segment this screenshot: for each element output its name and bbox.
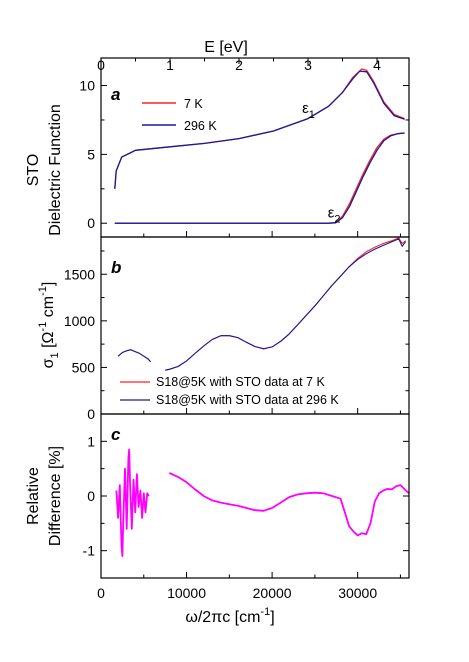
series-a-296k-eps1 bbox=[114, 70, 405, 189]
panel-b-ylabel-sup2: -1 bbox=[37, 286, 49, 296]
x-tick-label: 10000 bbox=[167, 585, 206, 601]
panel-c-letter: c bbox=[111, 425, 121, 444]
series-b-296k-seg0 bbox=[117, 349, 152, 363]
panel-c-ylabel-line1: Relative bbox=[25, 467, 42, 525]
annotation-eps1: ε1 bbox=[302, 100, 315, 121]
x-tick-label: 0 bbox=[97, 585, 105, 601]
series-b-7k-seg1 bbox=[165, 237, 406, 371]
panel-a-letter: a bbox=[111, 85, 120, 104]
panel-b-ylabel-sup1: -1 bbox=[37, 322, 49, 332]
series-a-7k-eps1 bbox=[114, 68, 405, 189]
panel-b-y-tick-label: 1000 bbox=[64, 313, 95, 329]
panel-c-y-tick-label: -1 bbox=[83, 543, 96, 559]
annotation-eps2: ε2 bbox=[328, 205, 341, 226]
panel-b-ylabel-open: [Ω bbox=[40, 331, 57, 352]
panel-b-y-tick-label: 0 bbox=[87, 406, 95, 422]
legend-a-7k-label: 7 K bbox=[184, 97, 203, 111]
x-tick-label: 30000 bbox=[338, 585, 377, 601]
panel-b-ylabel-sigma: σ bbox=[40, 358, 57, 368]
panel-b-y-tick-label: 500 bbox=[72, 359, 96, 375]
x-tick-label: 20000 bbox=[253, 585, 292, 601]
legend-b-296k-label: S18@5K with STO data at 296 K bbox=[156, 393, 339, 407]
panel-a-ylabel-line1: STO bbox=[25, 154, 42, 187]
top-axis-title: E [eV] bbox=[204, 39, 248, 56]
panel-c-y-tick-label: 1 bbox=[87, 433, 95, 449]
top-x-tick-label: 0 bbox=[97, 57, 105, 73]
series-c-seg0 bbox=[115, 448, 150, 557]
annotation-eps-sub: 1 bbox=[309, 109, 315, 121]
panel-a-y-tick-label: 10 bbox=[79, 78, 95, 94]
top-x-tick-label: 2 bbox=[235, 57, 243, 73]
bottom-axis-title-main: ω/2πc [cm bbox=[185, 609, 260, 626]
panel-c-y-tick-label: 0 bbox=[87, 488, 95, 504]
series-a-296k-eps2 bbox=[114, 132, 405, 224]
series-c-seg1 bbox=[169, 472, 410, 537]
panel-b-letter: b bbox=[111, 258, 121, 277]
series-a-7k-eps2 bbox=[114, 132, 405, 224]
legend-b-7k-label: S18@5K with STO data at 7 K bbox=[156, 375, 325, 389]
annotation-eps-symbol: ε bbox=[328, 205, 335, 222]
top-x-tick-label: 4 bbox=[373, 57, 381, 73]
panel-b-ylabel-sub: 1 bbox=[49, 352, 61, 358]
bottom-axis-title-end: ] bbox=[270, 609, 274, 626]
panel-a-frame bbox=[100, 57, 410, 238]
annotation-eps-sub: 2 bbox=[334, 214, 340, 226]
panel-b-y-tick-label: 1500 bbox=[64, 266, 95, 282]
bottom-axis-title: ω/2πc [cm-1] bbox=[185, 606, 274, 626]
top-x-tick-label: 3 bbox=[304, 57, 312, 73]
top-x-tick-label: 1 bbox=[166, 57, 174, 73]
panel-a-y-tick-label: 0 bbox=[87, 215, 95, 231]
panel-b-ylabel-mid: cm bbox=[40, 296, 57, 322]
panel-b-ylabel-close: ] bbox=[40, 282, 57, 286]
annotation-eps-symbol: ε bbox=[302, 100, 309, 117]
panel-a-ylabel-line2: Dielectric Function bbox=[47, 104, 64, 236]
panel-a-y-tick-label: 5 bbox=[87, 146, 95, 162]
bottom-axis-title-sup: -1 bbox=[260, 606, 270, 618]
legend-a-296k-label: 296 K bbox=[184, 119, 217, 133]
series-b-296k-seg1 bbox=[165, 238, 407, 371]
panel-c-ylabel-line2: Difference [%] bbox=[47, 446, 64, 546]
panel-b-ylabel: σ1 [Ω-1 cm-1] bbox=[37, 282, 61, 369]
